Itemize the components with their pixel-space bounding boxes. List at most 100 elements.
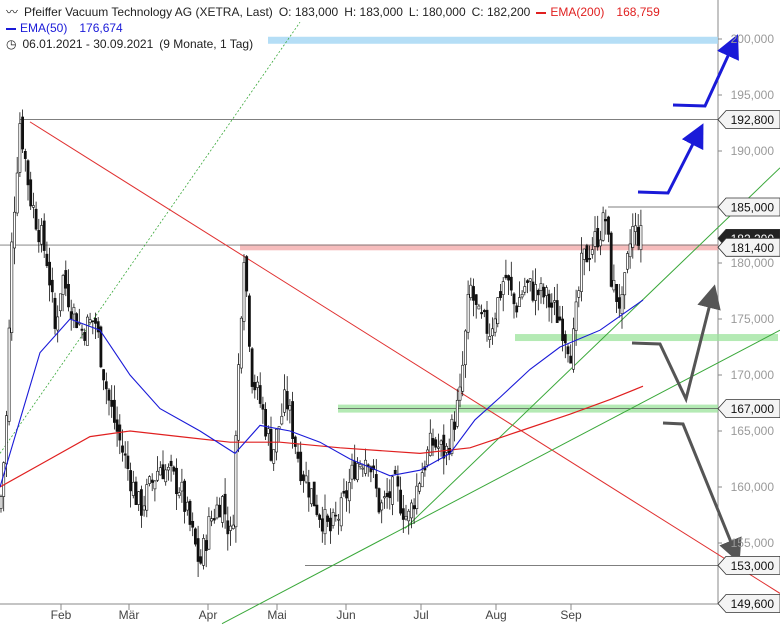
candle-body xyxy=(555,300,559,323)
candle-body xyxy=(266,428,270,434)
candle-body xyxy=(428,432,432,456)
candle-body xyxy=(496,297,500,324)
candle-body xyxy=(40,225,43,245)
candle-body xyxy=(453,421,457,430)
candle-body xyxy=(242,262,246,322)
level-tag-label: 192,800 xyxy=(731,113,775,127)
candle-body xyxy=(347,482,351,502)
candle-body xyxy=(593,231,597,247)
x-tick-label: Sep xyxy=(560,608,582,622)
candle-body xyxy=(199,556,203,564)
x-tick-label: Aug xyxy=(485,608,506,622)
candle-body xyxy=(571,328,575,370)
candle-body xyxy=(574,301,578,331)
candle-body xyxy=(582,248,586,260)
candle-body xyxy=(158,467,162,476)
candle-body xyxy=(185,501,189,511)
candle-body xyxy=(474,294,478,305)
candle-body xyxy=(364,459,367,474)
candle-body xyxy=(293,436,297,447)
candle-body xyxy=(598,239,602,247)
candle-body xyxy=(415,485,419,509)
candle-body xyxy=(318,514,322,520)
level-labels: 192,800185,000182,200181,400167,000153,0… xyxy=(717,110,780,613)
candle-body xyxy=(534,284,538,301)
y-tick-label: 160,000 xyxy=(731,480,775,494)
candle-body xyxy=(617,297,621,309)
scenario-arrow-up-2 xyxy=(672,34,739,108)
candle-body xyxy=(204,540,208,551)
trendline-up-green-2 xyxy=(221,329,780,625)
candle-body xyxy=(615,283,619,302)
candle-body xyxy=(310,488,313,505)
candle-body xyxy=(450,418,454,454)
candle-body xyxy=(258,385,262,404)
candle-body xyxy=(67,284,70,308)
y-tick-label: 190,000 xyxy=(731,144,775,158)
candle-body xyxy=(196,538,200,562)
candle-body xyxy=(431,438,435,446)
clock-icon: ◷ xyxy=(6,37,17,51)
ema50-line xyxy=(0,299,644,488)
candle-body xyxy=(418,483,421,492)
candle-body xyxy=(458,386,462,401)
candle-body xyxy=(515,305,519,313)
level-tag xyxy=(717,237,780,257)
candle-body xyxy=(226,520,230,535)
candle-body xyxy=(323,509,327,535)
candle-body xyxy=(215,504,219,519)
candle-body xyxy=(145,484,149,511)
candle-body xyxy=(34,208,38,230)
candle-body xyxy=(296,451,300,459)
candle-body xyxy=(37,230,41,243)
candle-body xyxy=(636,227,640,246)
candle-body xyxy=(601,212,605,241)
candle-body xyxy=(5,415,8,465)
candle-body xyxy=(426,449,430,466)
chart-header-line3: ◷ 06.01.2021 - 30.09.2021 (9 Monate, 1 Tag… xyxy=(6,37,259,52)
candle-body xyxy=(380,502,384,511)
candle-body xyxy=(588,257,592,260)
candle-body xyxy=(547,293,551,308)
ohlc-high: H: 183,000 xyxy=(344,5,403,19)
candle-body xyxy=(88,319,92,323)
candle-body xyxy=(280,415,284,425)
candle-body xyxy=(107,389,111,401)
candle-body xyxy=(472,286,475,301)
candle-body xyxy=(102,369,106,381)
candle-body xyxy=(372,465,376,470)
candle-body xyxy=(620,294,624,314)
ohlc-low: L: 180,000 xyxy=(408,5,466,19)
chart-type-icon: 〰 xyxy=(6,5,19,19)
candle-body xyxy=(420,472,424,488)
candle-body xyxy=(10,241,14,333)
candle-body xyxy=(526,280,529,283)
candle-body xyxy=(531,281,535,301)
candle-body xyxy=(485,309,489,334)
chart-header-line2: EMA(50) 176,674 xyxy=(6,21,129,36)
candle-body xyxy=(361,467,365,470)
candle-body xyxy=(445,445,448,453)
ema200-line xyxy=(0,385,644,488)
candle-body xyxy=(504,274,508,279)
candle-body xyxy=(148,476,151,484)
candle-body xyxy=(13,211,16,249)
trendline-down-red xyxy=(29,121,780,594)
candle-body xyxy=(528,278,532,282)
y-tick-label: 200,000 xyxy=(731,32,775,46)
candles-group xyxy=(0,109,643,578)
candle-body xyxy=(137,491,141,505)
candle-body xyxy=(385,492,389,497)
level-tag-label: 149,600 xyxy=(731,597,775,611)
candle-body xyxy=(482,310,486,313)
candle-body xyxy=(126,455,130,469)
candle-body xyxy=(221,496,224,523)
candle-body xyxy=(353,461,357,480)
candle-body xyxy=(466,294,470,333)
candle-body xyxy=(577,290,581,298)
candle-body xyxy=(272,449,276,464)
candle-body xyxy=(161,464,165,480)
candle-body xyxy=(320,518,324,532)
candle-body xyxy=(175,467,178,495)
candle-body xyxy=(212,518,216,521)
